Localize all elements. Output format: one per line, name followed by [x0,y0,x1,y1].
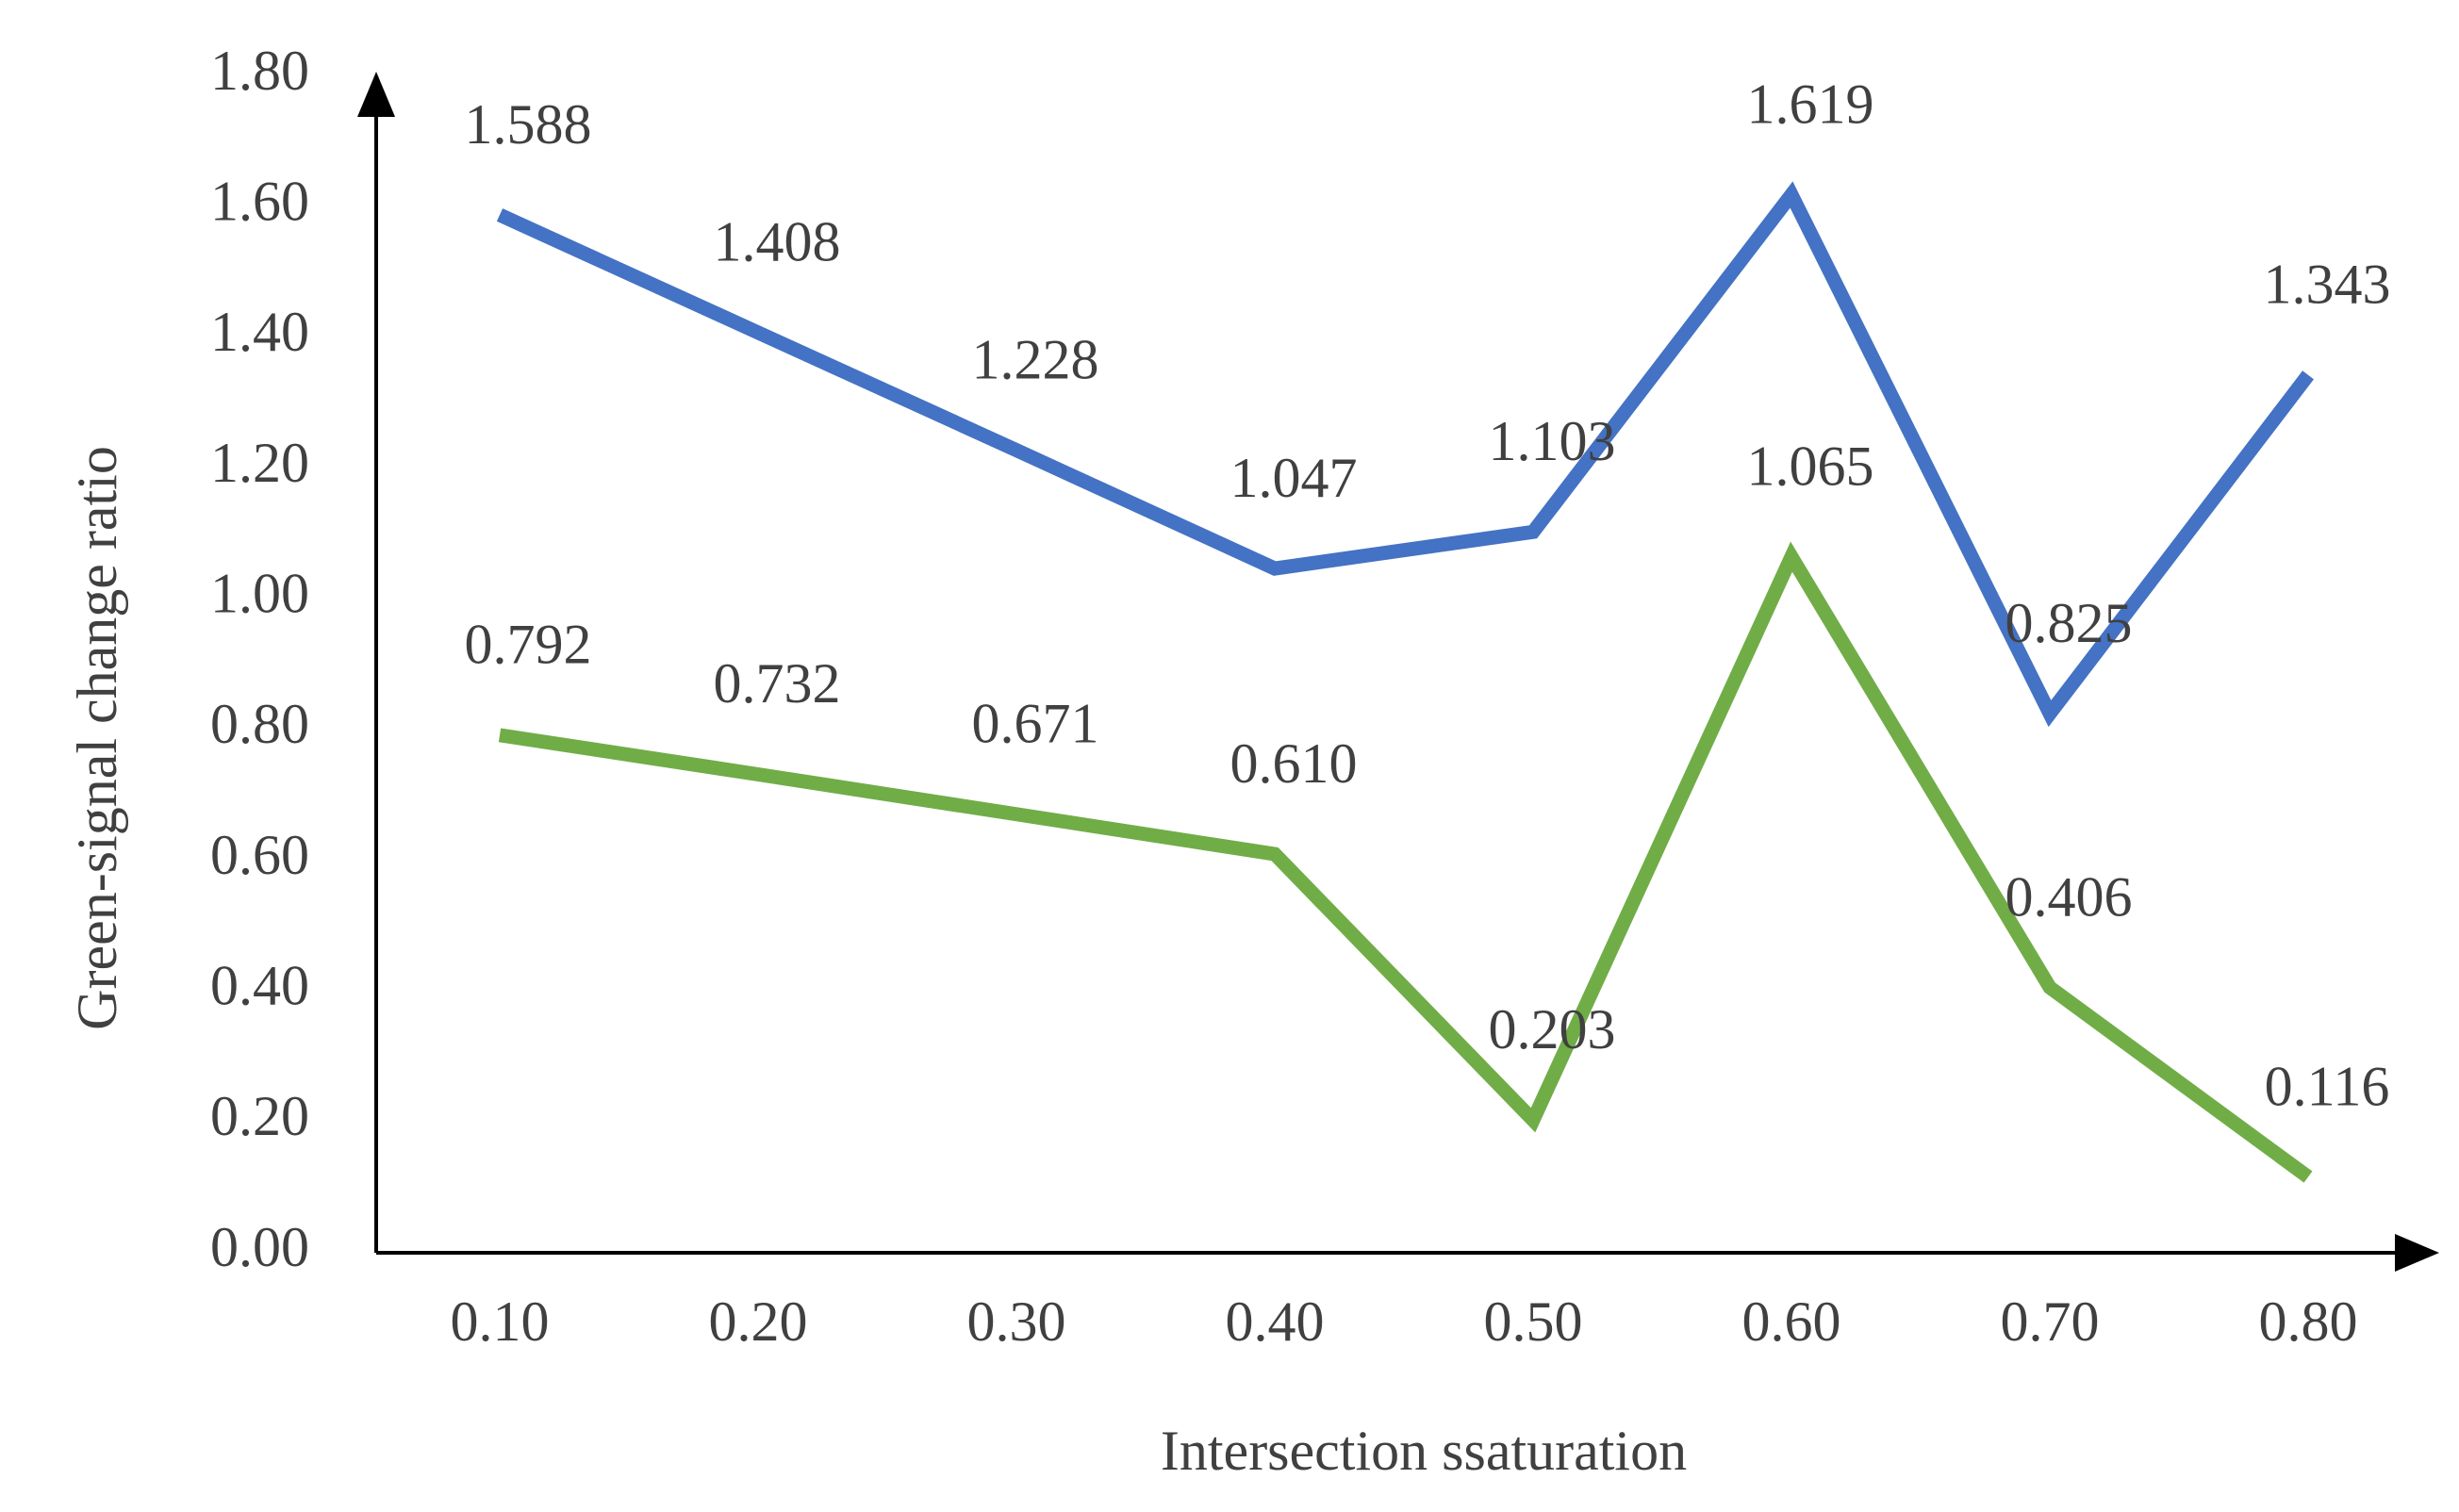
data-label: 0.610 [1230,732,1358,795]
data-label: 1.408 [714,211,841,273]
series-line [496,181,2314,728]
data-label: 1.588 [465,93,592,156]
y-axis-label: Green-signal change ratio [66,446,128,1030]
data-label: 0.792 [465,614,592,676]
data-label: 0.825 [2005,592,2133,654]
y-axis-arrow [357,72,395,117]
x-axis-arrow [2395,1234,2439,1272]
data-label: 1.619 [1747,73,1874,135]
data-label: 0.671 [972,693,1099,755]
data-label: 1.343 [2264,254,2391,316]
data-label: 0.406 [2005,865,2133,928]
y-tick-label: 1.60 [210,170,309,232]
x-tick-label: 0.10 [451,1290,550,1353]
x-tick-label: 0.50 [1484,1290,1583,1353]
y-tick-label: 0.20 [210,1085,309,1147]
x-tick-label: 0.40 [1226,1290,1325,1353]
y-tick-label: 1.40 [210,301,309,363]
data-label: 0.116 [2265,1055,2390,1117]
y-tick-label: 1.80 [210,40,309,102]
data-label: 0.732 [714,652,841,715]
x-tick-label: 0.20 [709,1290,808,1353]
x-tick-label: 0.60 [1742,1290,1841,1353]
y-tick-label: 0.60 [210,824,309,886]
data-label: 1.065 [1747,435,1874,497]
y-tick-label: 1.20 [210,432,309,494]
y-tick-label: 0.80 [210,693,309,755]
y-tick-label: 1.00 [210,562,309,624]
data-label: 1.103 [1489,410,1616,472]
data-label: 0.203 [1489,998,1616,1060]
data-label: 1.047 [1230,447,1358,509]
x-tick-label: 0.70 [2001,1290,2100,1353]
y-tick-label: 0.00 [210,1216,309,1278]
x-tick-label: 0.30 [967,1290,1066,1353]
x-axis-label: Intersection ssaturation [1161,1420,1687,1482]
x-tick-label: 0.80 [2259,1290,2358,1353]
data-label: 1.228 [972,328,1099,390]
y-tick-label: 0.40 [210,954,309,1016]
series-line [498,541,2313,1183]
